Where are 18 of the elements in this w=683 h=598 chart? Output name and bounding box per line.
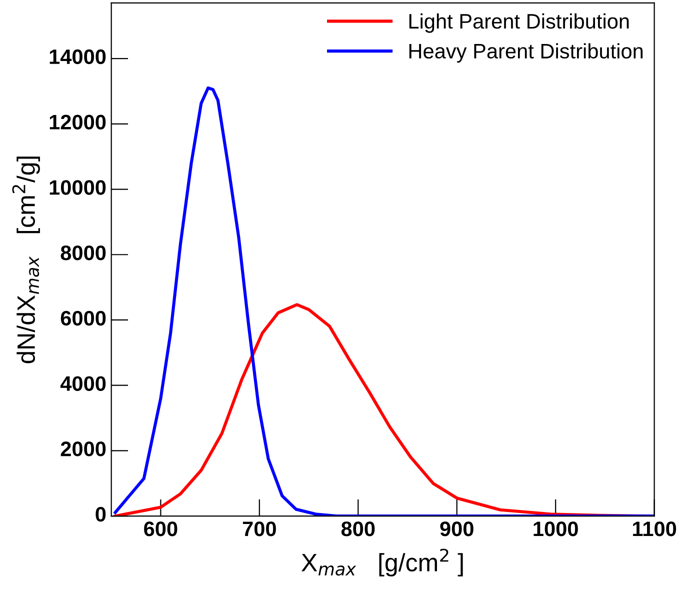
y-tick-label: 10000 [50,180,106,195]
x-tick-label: 900 [440,521,474,536]
legend-label: Heavy Parent Distribution [409,43,643,63]
y-tick-label: 8000 [60,245,106,260]
x-tick-label: 600 [144,521,178,536]
y-tick-label: 0 [96,506,106,522]
legend-label: Light Parent Distribution [409,13,629,33]
y-tick-label: 2000 [60,442,106,456]
y-tick-label: 6000 [60,310,106,326]
x-tick-label: 1100 [633,521,676,536]
x-tick-label: 700 [242,521,276,536]
x-tick-label: 800 [341,521,375,536]
y-tick-label: 4000 [60,376,106,391]
y-tick-label: 14000 [50,49,106,64]
y-tick-label: 12000 [50,114,106,130]
text: dN/dX$_{max}$ [cm$^{2}$/g] [12,156,40,364]
x-tick-label: 1000 [534,521,578,536]
text: X$_{max}$ [g/cm$^{2}$ ] [302,548,463,576]
